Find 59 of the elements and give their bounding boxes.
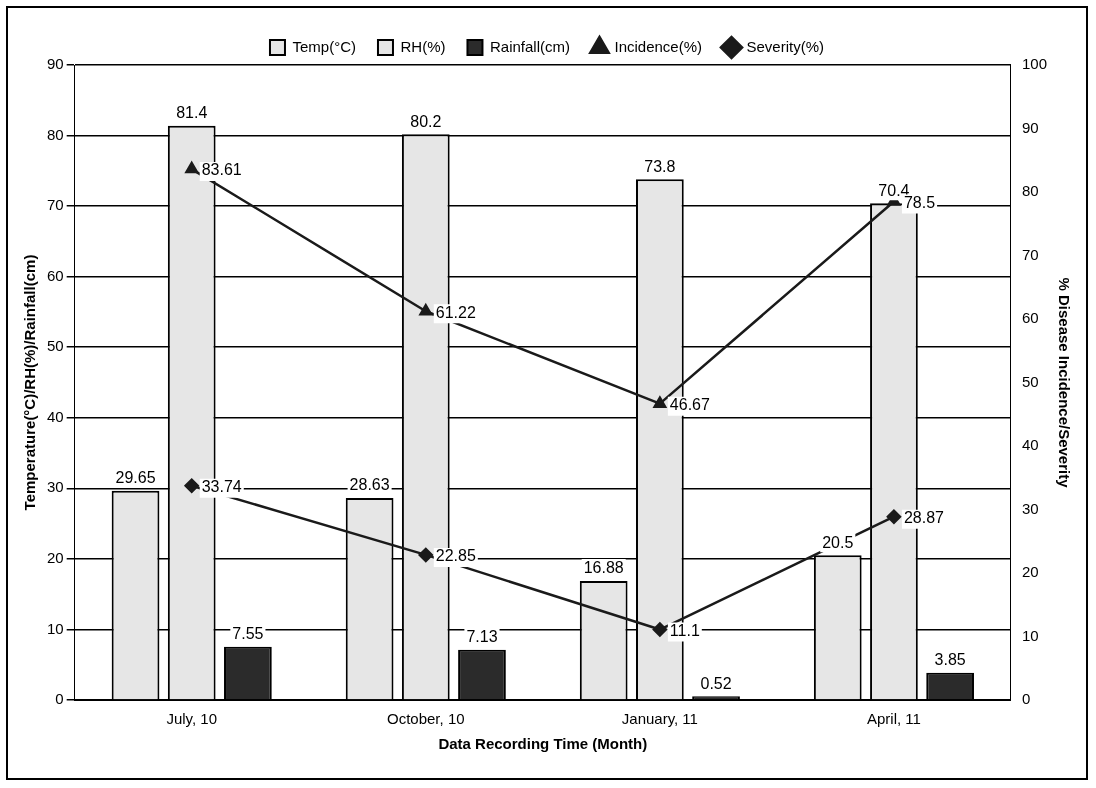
y-axis-title: Temperature(°C)/RH(%)/Rainfall(cm) — [21, 254, 39, 511]
y-tick-label: 0 — [55, 690, 64, 708]
x-tick-label: April, 11 — [866, 710, 921, 728]
y2-tick-label: 10 — [1021, 626, 1039, 644]
y2-tick-label: 90 — [1021, 118, 1039, 136]
x-tick-label: October, 10 — [387, 710, 465, 728]
y2-tick-label: 40 — [1021, 436, 1039, 454]
point — [184, 478, 199, 493]
y-tick-label: 30 — [47, 478, 64, 496]
data-label: 73.8 — [644, 157, 676, 175]
legend-label: Incidence(%) — [614, 37, 703, 55]
x-tick-label: July, 10 — [166, 710, 218, 728]
data-label: 80.2 — [410, 112, 442, 130]
data-label: 28.63 — [349, 476, 390, 494]
y-tick-label: 70 — [47, 196, 64, 214]
legend-label: Temp(°C) — [292, 37, 356, 55]
legend-label: RH(%) — [400, 37, 446, 55]
y-tick-label: 10 — [47, 619, 64, 637]
point — [185, 161, 199, 174]
data-label: 28.87 — [903, 509, 945, 527]
y2-tick-label: 100 — [1021, 55, 1047, 73]
y2-axis-title: % Disease Incidence/Severity — [1055, 277, 1073, 489]
data-label: 11.1 — [669, 621, 700, 639]
data-label: 81.4 — [176, 104, 208, 122]
x-tick-label: January, 11 — [621, 710, 698, 728]
y2-tick-label: 30 — [1021, 499, 1039, 517]
y-tick-label: 40 — [47, 407, 64, 425]
point — [419, 304, 433, 316]
y-tick-label: 90 — [47, 55, 64, 73]
data-label: 46.67 — [669, 396, 711, 414]
x-axis-title: Data Recording Time (Month) — [438, 735, 648, 753]
data-label: 83.61 — [201, 161, 242, 179]
point — [418, 547, 434, 563]
y2-tick-label: 70 — [1021, 245, 1039, 263]
y-tick-label: 80 — [47, 125, 64, 143]
legend-label: Rainfall(cm) — [489, 37, 570, 55]
data-label: 20.5 — [822, 533, 854, 551]
point — [886, 509, 902, 524]
y-tick-label: 50 — [47, 337, 64, 355]
point — [652, 622, 668, 637]
y2-tick-label: 60 — [1021, 309, 1039, 327]
y-tick-label: 60 — [47, 266, 64, 284]
data-label: 33.74 — [201, 478, 242, 496]
data-label: 61.22 — [435, 303, 476, 321]
y-tick-label: 20 — [47, 549, 64, 567]
data-label: 7.13 — [466, 628, 498, 646]
data-label: 70.4 — [878, 181, 910, 199]
data-label: 16.88 — [583, 559, 624, 577]
y2-tick-label: 20 — [1021, 563, 1039, 581]
legend-label: Severity(%) — [746, 37, 825, 55]
data-label: 22.85 — [435, 547, 476, 565]
data-label: 7.55 — [232, 625, 264, 643]
y2-tick-label: 0 — [1021, 690, 1031, 708]
y2-tick-label: 50 — [1021, 372, 1039, 390]
y2-tick-label: 80 — [1021, 182, 1039, 200]
data-label: 29.65 — [115, 469, 156, 487]
point — [653, 396, 667, 408]
data-label: 3.85 — [934, 651, 966, 669]
data-label: 0.52 — [700, 674, 732, 692]
